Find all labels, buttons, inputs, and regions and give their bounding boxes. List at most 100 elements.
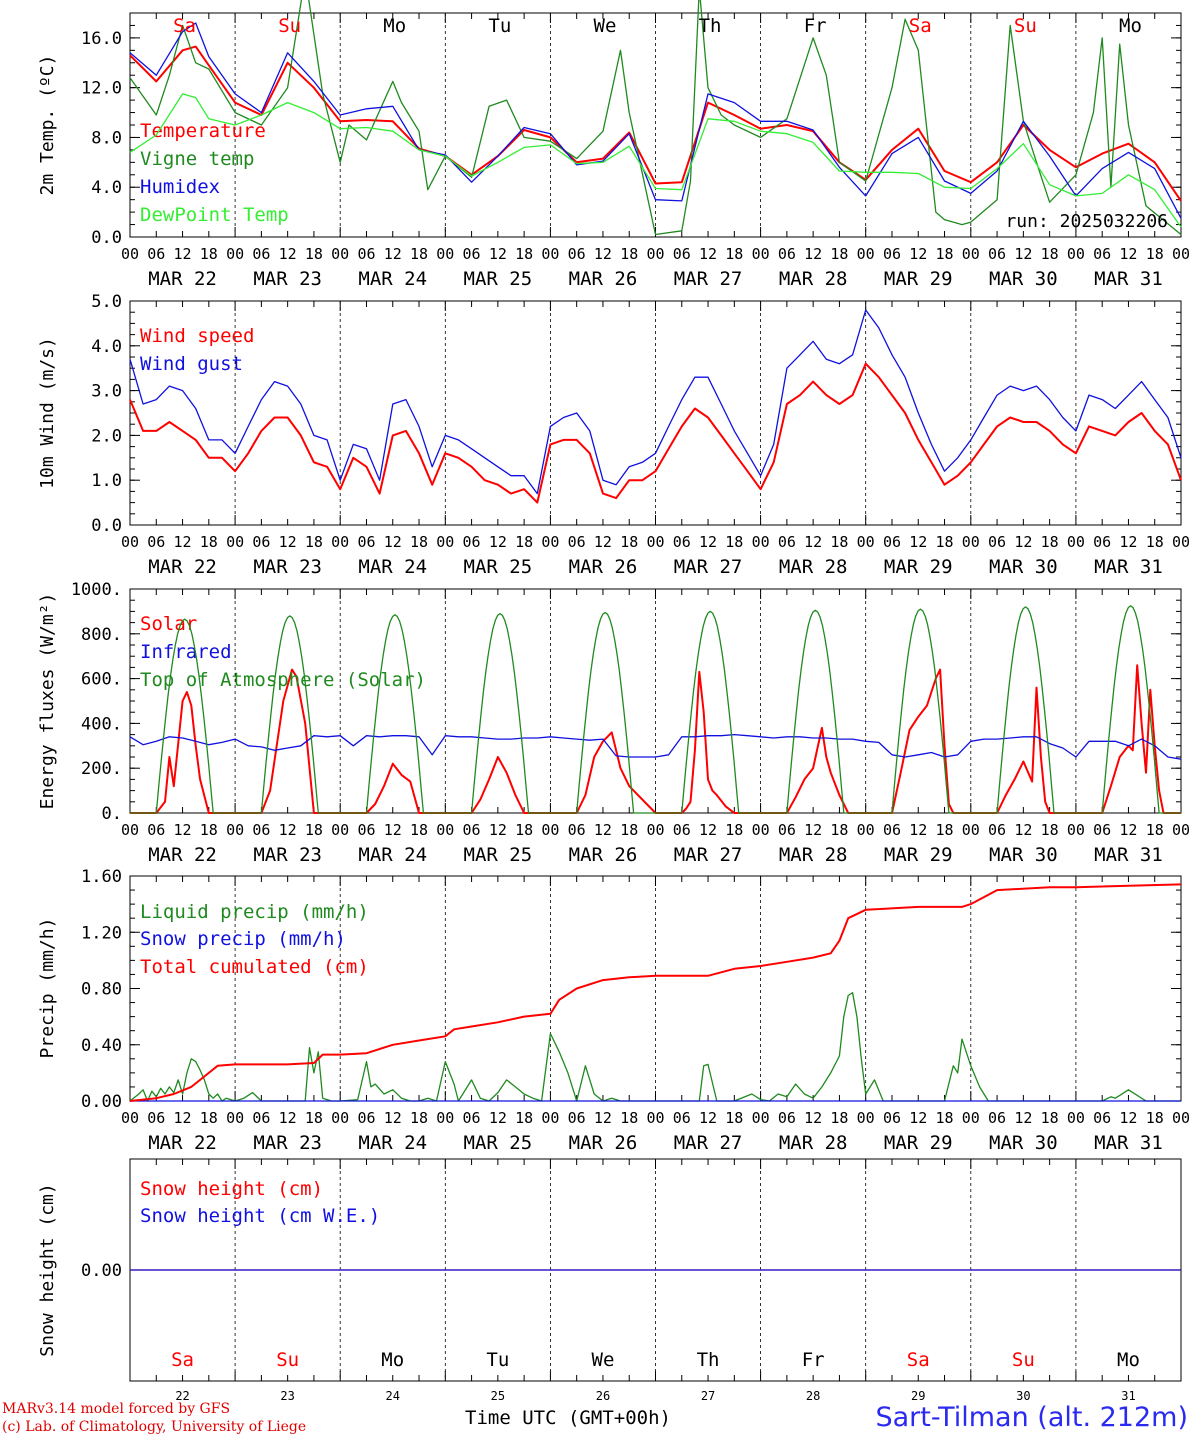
hour-tick-label: 12 [804,533,822,551]
weekday-label-bottom: Tu [486,1349,509,1371]
date-label: MAR 23 [253,1132,322,1154]
hour-tick-label: 00 [1172,533,1190,551]
hour-tick-label: 12 [279,821,297,839]
hour-tick-label: 12 [1014,821,1032,839]
hour-tick-label: 18 [830,245,848,263]
hour-tick-label: 00 [646,533,664,551]
hour-tick-label: 06 [883,1109,901,1127]
legend-entry: DewPoint Temp [140,204,289,226]
day-number-label: 30 [1016,1389,1030,1403]
hour-tick-label: 06 [988,533,1006,551]
date-label: MAR 29 [884,268,953,290]
y-tick-label: 0. [102,804,122,824]
date-label: MAR 31 [1094,1132,1163,1154]
weekday-label-bottom: Sa [171,1349,194,1371]
weekday-label-bottom: Su [1012,1349,1035,1371]
hour-tick-label: 18 [620,1109,638,1127]
hour-tick-label: 00 [646,1109,664,1127]
hour-tick-label: 18 [305,821,323,839]
date-label: MAR 28 [779,844,848,866]
date-label: MAR 22 [148,268,217,290]
run-label: run: 2025032206 [1005,211,1168,232]
day-number-label: 24 [386,1389,400,1403]
hour-tick-label: 00 [962,1109,980,1127]
hour-tick-label: 18 [1146,1109,1164,1127]
hour-tick-label: 06 [568,533,586,551]
weekday-label-top: Su [1014,15,1037,37]
hour-tick-label: 12 [174,1109,192,1127]
hour-tick-label: 06 [778,533,796,551]
hour-tick-label: 00 [226,245,244,263]
hour-tick-label: 12 [909,1109,927,1127]
hour-tick-label: 00 [436,821,454,839]
hour-tick-label: 18 [935,1109,953,1127]
hour-tick-label: 18 [830,533,848,551]
hour-tick-label: 18 [200,245,218,263]
day-number-label: 29 [911,1389,925,1403]
station-name: Sart-Tilman (alt. 212m) [875,1402,1188,1433]
date-label: MAR 28 [779,268,848,290]
weekday-label-top: Mo [1119,15,1142,37]
hour-tick-label: 18 [1041,821,1059,839]
y-tick-label: 16.0 [81,29,122,49]
hour-tick-label: 18 [515,1109,533,1127]
hour-tick-label: 06 [673,245,691,263]
legend-entry: Humidex [140,176,220,198]
day-number-label: 26 [596,1389,610,1403]
date-label: MAR 22 [148,556,217,578]
hour-tick-label: 06 [463,1109,481,1127]
hour-tick-label: 00 [541,245,559,263]
date-label: MAR 26 [569,1132,638,1154]
date-label: MAR 30 [989,556,1058,578]
series-line-2-2 [130,605,1181,814]
hour-tick-label: 06 [778,245,796,263]
hour-tick-label: 06 [357,245,375,263]
date-label: MAR 29 [884,556,953,578]
hour-tick-label: 00 [962,821,980,839]
date-label: MAR 24 [358,268,427,290]
hour-tick-label: 12 [699,245,717,263]
series-line-0-0 [129,45,1182,202]
hour-tick-label: 00 [331,245,349,263]
hour-tick-label: 00 [646,821,664,839]
hour-tick-label: 06 [252,1109,270,1127]
date-label: MAR 31 [1094,556,1163,578]
date-label: MAR 29 [884,844,953,866]
date-label: MAR 26 [569,844,638,866]
hour-tick-label: 00 [226,533,244,551]
weekday-label-top: We [594,15,617,37]
hour-tick-label: 00 [857,1109,875,1127]
hour-tick-label: 18 [620,245,638,263]
hour-tick-label: 00 [1172,821,1190,839]
hour-tick-label: 06 [988,1109,1006,1127]
legend-entry: Top of Atmosphere (Solar) [140,669,426,691]
date-label: MAR 29 [884,1132,953,1154]
hour-tick-label: 00 [752,821,770,839]
date-label: MAR 22 [148,844,217,866]
hour-tick-label: 06 [357,821,375,839]
hour-tick-label: 06 [357,1109,375,1127]
y-axis-label: 10m Wind (m/s) [37,337,58,489]
y-axis-label: 2m Temp. (ºC) [37,55,58,196]
hour-tick-label: 18 [200,1109,218,1127]
hour-tick-label: 00 [541,821,559,839]
hour-tick-label: 18 [305,245,323,263]
hour-tick-label: 00 [436,1109,454,1127]
hour-tick-label: 12 [174,533,192,551]
hour-tick-label: 18 [1146,245,1164,263]
hour-tick-label: 18 [620,533,638,551]
y-tick-label: 400. [81,714,122,734]
y-tick-label: 600. [81,670,122,690]
hour-tick-label: 12 [174,821,192,839]
hour-tick-label: 06 [463,821,481,839]
hour-tick-label: 00 [226,821,244,839]
weekday-label-top: Su [278,15,301,37]
hour-tick-label: 00 [436,245,454,263]
hour-tick-label: 18 [200,533,218,551]
y-tick-label: 0.40 [81,1036,122,1056]
hour-tick-label: 06 [568,821,586,839]
hour-tick-label: 12 [804,1109,822,1127]
hour-tick-label: 18 [1041,1109,1059,1127]
date-label: MAR 25 [464,556,533,578]
